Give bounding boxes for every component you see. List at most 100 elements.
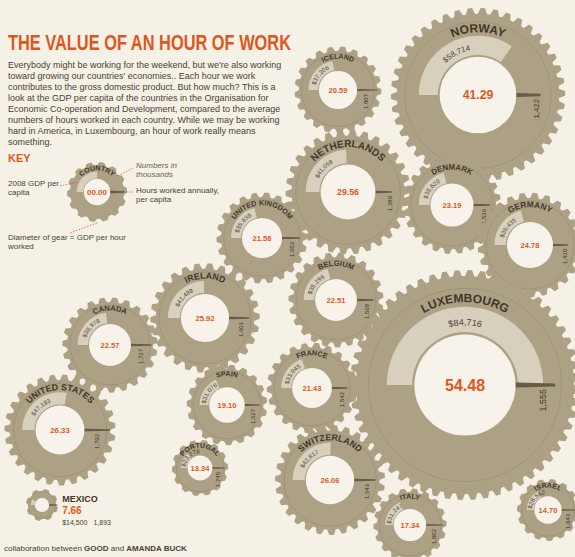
country-name: UNITED KINGDOM xyxy=(229,198,295,221)
country-name: IRELAND xyxy=(183,270,227,285)
gdp-per-hour-label: 7.66 xyxy=(62,505,82,516)
text-line: per capita xyxy=(136,195,172,204)
gdp-per-capita-label: $35,639 xyxy=(234,212,253,234)
country-gear: 19.10SPAIN$31,0761,627 xyxy=(187,365,268,446)
country-gear: 41.29NORWAY$58,7141,422 xyxy=(391,8,565,182)
country-gear: 54.48LUXEMBOURG$84,7161,555 xyxy=(350,270,575,500)
leader-line xyxy=(70,223,97,233)
gear-body xyxy=(4,374,115,485)
country-name: FRANCE xyxy=(295,348,330,360)
gdp-per-capita-label: $35,435 xyxy=(499,217,518,239)
hours-label: 1,430 xyxy=(562,248,568,264)
hours-label: 1,802 xyxy=(431,528,437,544)
country-gear: 26.33UNITED STATES$47,1831,792 xyxy=(4,374,115,485)
center xyxy=(188,456,213,481)
gear-body xyxy=(295,47,382,134)
leader-line xyxy=(60,182,78,186)
gear-ring xyxy=(296,260,376,340)
text-line: Economic Co-operation and Development, c… xyxy=(8,104,280,114)
gear-body xyxy=(517,479,575,541)
gdp-per-hour-label: 20.59 xyxy=(329,86,348,95)
gdp-per-hour-label: 21.43 xyxy=(303,384,322,393)
gdp-per-hour-label: 22.51 xyxy=(327,296,346,305)
gdp-per-capita-label: $31,076 xyxy=(201,382,219,404)
gdp-per-capita-label: $37,206 xyxy=(311,64,330,85)
gdp-per-hour-label: 19.10 xyxy=(218,401,237,410)
country-name: MEXICO xyxy=(62,494,98,504)
country-gear: 13.34PORTUGAL$23,2781,745 xyxy=(172,440,228,496)
gear-ring xyxy=(486,201,574,289)
country-name: GERMANY xyxy=(506,199,555,215)
gear-body xyxy=(391,8,565,182)
country-name: ITALY xyxy=(399,493,421,502)
gdp-per-hour-label: 25.92 xyxy=(195,314,214,323)
center xyxy=(440,57,517,134)
gdp-per-hour-label: 29.56 xyxy=(337,187,359,197)
country-name: UNITED STATES xyxy=(24,382,97,406)
credit-part: AMANDA BUCK xyxy=(126,544,187,553)
gdp-per-hour-label: 54.48 xyxy=(445,377,485,394)
gdp-per-capita-label: $14,500 xyxy=(62,519,87,526)
text-line: Diameter of gear = GDP per hour xyxy=(8,233,126,242)
center xyxy=(319,71,357,109)
center xyxy=(84,179,110,205)
hours-label: 1,643 xyxy=(364,483,370,499)
hours-label: 1,745 xyxy=(215,471,221,487)
gear-body xyxy=(216,193,307,284)
country-gear: 25.92IRELAND$41,4981,601 xyxy=(150,263,259,372)
center xyxy=(181,294,229,342)
text-line: look at the GDP per capita of the countr… xyxy=(8,93,268,103)
gear-body xyxy=(150,263,259,372)
gdp-per-hour-label: 21.56 xyxy=(253,234,272,243)
hours-label: 1,422 xyxy=(532,99,541,119)
leader-line xyxy=(126,192,133,193)
gears: 41.29NORWAY$58,7141,42220.59ICELAND$37,2… xyxy=(4,8,575,557)
hours-label: 1,542 xyxy=(339,391,345,407)
country-name: CANADA xyxy=(91,304,129,317)
text-line: contributes to the gross domestic produc… xyxy=(8,82,275,92)
center xyxy=(315,279,357,321)
key-country: COUNTRY xyxy=(78,164,117,178)
hours-label: 1,893 xyxy=(93,519,111,526)
country-name: SWITZERLAND xyxy=(296,432,364,454)
gdp-per-hour-label: 17.34 xyxy=(401,521,421,530)
country-gear: 17.34 ITALY$31,247 1,802 xyxy=(373,488,446,557)
text-line: numbers of hours worked in each country.… xyxy=(8,115,279,125)
gdp-per-capita-label: $23,278 xyxy=(180,448,200,467)
hours-label: 1,727 xyxy=(138,348,144,364)
gear-body xyxy=(187,365,268,446)
title: THE VALUE OF AN HOUR OF WORK xyxy=(8,30,291,55)
gdp-per-capita-label: $84,716 xyxy=(447,317,483,329)
gdp-per-capita-label: $41,498 xyxy=(174,287,194,307)
leader-line xyxy=(118,168,133,176)
gdp-per-capita-label: $42,817 xyxy=(299,449,320,469)
gear-body xyxy=(172,440,228,496)
gdp-per-capita-label: $33,045 xyxy=(284,363,302,385)
key-hours: Hours worked annually,per capita xyxy=(136,186,219,204)
country-gear: 21.43 FRANCE $33,045 1,542 xyxy=(267,343,357,433)
center xyxy=(414,334,515,435)
gear-body xyxy=(350,270,575,500)
key-note: Numbers inthousands xyxy=(136,161,177,179)
center xyxy=(36,406,85,455)
gear-body xyxy=(373,488,446,557)
hours-label: 1,536 xyxy=(481,208,487,224)
gdp-per-capita-label: $31,247 xyxy=(386,502,404,524)
center xyxy=(507,222,553,268)
gdp-per-hour-label: 14.70 xyxy=(539,506,558,515)
key-gdp: 2008 GDP percapita xyxy=(8,179,59,197)
text-line: hard in America, in Luxembourg, an hour … xyxy=(8,126,256,136)
text-line: something. xyxy=(8,137,52,147)
key-sample: 00.00 xyxy=(87,188,108,197)
text-line: Everybody might be working for the weeke… xyxy=(8,60,281,70)
country-name: LUXEMBOURG xyxy=(418,291,511,316)
country-gear: MEXICO7.66 $14,500 1,893 xyxy=(26,489,111,526)
country-gear: 14.70ISRAEL$28,5621,943 xyxy=(517,479,575,541)
text-line: thousands xyxy=(136,170,173,179)
text-line: Numbers in xyxy=(136,161,177,170)
text-line: Hours worked annually, xyxy=(136,186,219,195)
gear-ring xyxy=(274,350,350,426)
credit-part: and xyxy=(109,544,127,553)
hours-label: 1,568 xyxy=(364,303,370,319)
gdp-per-capita-label: $35,296 xyxy=(307,273,326,295)
